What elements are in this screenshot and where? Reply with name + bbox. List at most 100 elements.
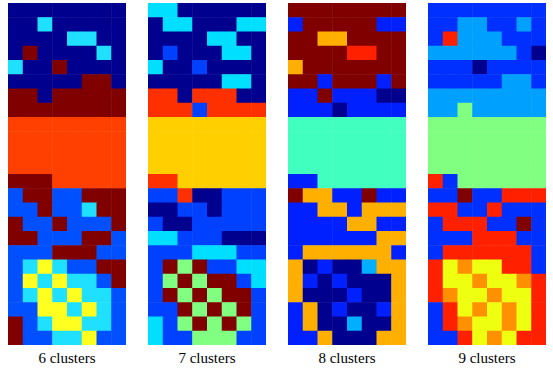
cell	[428, 288, 443, 303]
cell	[192, 160, 207, 175]
cell	[52, 60, 67, 75]
cell	[318, 3, 333, 18]
cell	[531, 203, 546, 218]
cell	[362, 288, 377, 303]
cell	[251, 3, 266, 18]
cell	[458, 260, 473, 275]
cell	[487, 288, 502, 303]
cell	[192, 274, 207, 289]
cell	[318, 131, 333, 146]
cell	[82, 117, 97, 132]
cell	[443, 117, 458, 132]
cell	[318, 260, 333, 275]
cell	[443, 131, 458, 146]
cell	[178, 74, 193, 89]
cell	[8, 146, 23, 161]
cell	[428, 60, 443, 75]
cell	[207, 217, 222, 232]
cell	[362, 274, 377, 289]
cell	[111, 302, 126, 317]
cell	[303, 274, 318, 289]
cell	[517, 217, 532, 232]
cell	[487, 217, 502, 232]
cell	[502, 60, 517, 75]
cell	[487, 32, 502, 47]
cell	[251, 160, 266, 175]
cell	[237, 146, 252, 161]
cell	[97, 260, 112, 275]
cell	[237, 32, 252, 47]
cell	[237, 60, 252, 75]
cell	[472, 231, 487, 246]
cell	[347, 74, 362, 89]
cell	[192, 317, 207, 332]
cell	[82, 146, 97, 161]
cell	[428, 160, 443, 175]
cell	[192, 117, 207, 132]
cell	[458, 117, 473, 132]
cell	[52, 74, 67, 89]
cell	[443, 146, 458, 161]
cell	[178, 174, 193, 189]
cell	[458, 174, 473, 189]
cell	[377, 103, 392, 118]
cell	[443, 231, 458, 246]
cell	[428, 260, 443, 275]
cell	[332, 288, 347, 303]
cell	[472, 74, 487, 89]
cell	[207, 288, 222, 303]
cell	[178, 146, 193, 161]
cells	[428, 3, 546, 345]
cell	[443, 32, 458, 47]
cell	[251, 103, 266, 118]
cell	[38, 288, 53, 303]
cell	[332, 217, 347, 232]
cell	[377, 260, 392, 275]
cell	[377, 3, 392, 18]
cell	[52, 245, 67, 260]
cell	[472, 188, 487, 203]
cell	[428, 274, 443, 289]
cell	[428, 302, 443, 317]
cell	[148, 160, 163, 175]
cell	[148, 46, 163, 61]
cell	[163, 274, 178, 289]
cell	[207, 302, 222, 317]
cell	[332, 260, 347, 275]
cell	[178, 274, 193, 289]
cell	[472, 274, 487, 289]
cell	[207, 146, 222, 161]
cell	[67, 288, 82, 303]
cell	[362, 60, 377, 75]
cell	[148, 245, 163, 260]
cell	[391, 17, 406, 32]
cell	[222, 302, 237, 317]
cell	[23, 74, 38, 89]
cell	[178, 231, 193, 246]
cell	[207, 3, 222, 18]
cell	[531, 331, 546, 345]
cell	[347, 331, 362, 345]
cell	[487, 74, 502, 89]
cell	[97, 288, 112, 303]
cell	[318, 60, 333, 75]
cell	[487, 89, 502, 104]
cell	[251, 17, 266, 32]
cell	[163, 245, 178, 260]
cell	[517, 188, 532, 203]
cell	[237, 288, 252, 303]
cell	[458, 160, 473, 175]
cell	[531, 60, 546, 75]
cell	[163, 103, 178, 118]
cell	[303, 117, 318, 132]
cell	[111, 160, 126, 175]
cell	[111, 331, 126, 345]
cell	[377, 17, 392, 32]
cell	[472, 103, 487, 118]
cell	[251, 274, 266, 289]
cell	[332, 131, 347, 146]
cell	[443, 217, 458, 232]
cell	[52, 317, 67, 332]
cell	[148, 17, 163, 32]
cell	[251, 131, 266, 146]
